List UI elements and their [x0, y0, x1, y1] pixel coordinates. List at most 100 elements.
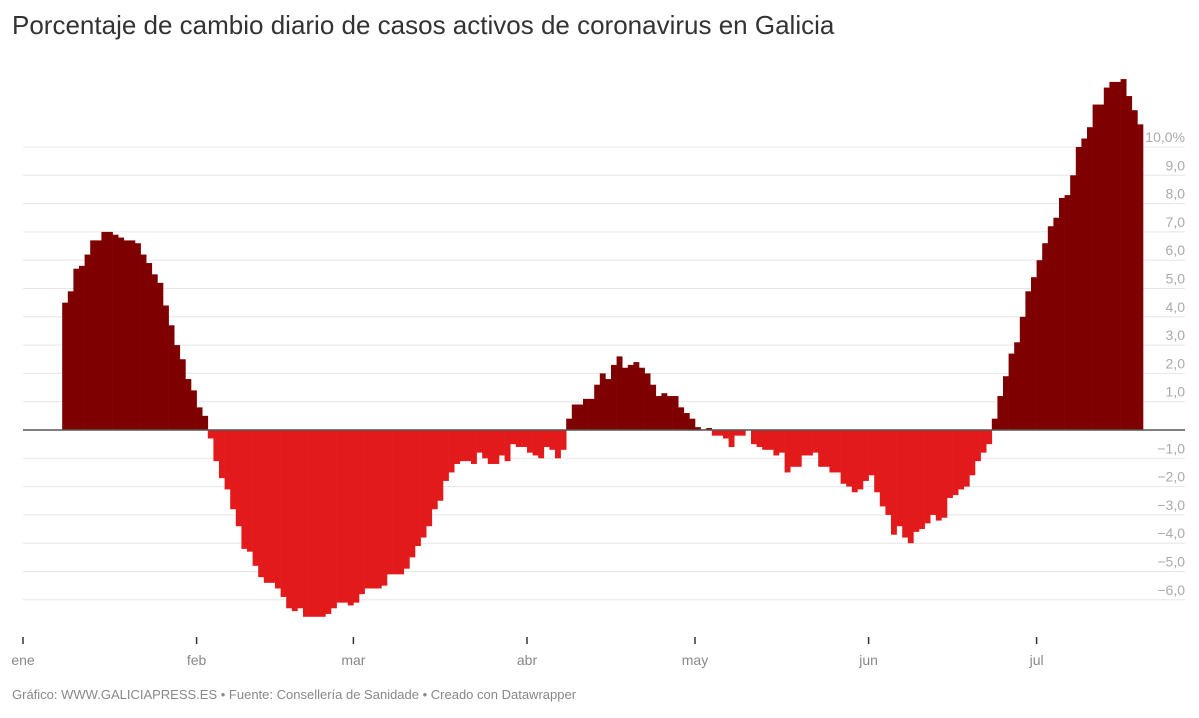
y-tick-label: −5,0: [1157, 554, 1185, 570]
bar: [482, 430, 489, 459]
bar: [247, 430, 253, 552]
y-tick-label: −1,0: [1157, 440, 1185, 456]
bar: [1053, 217, 1060, 430]
chart-footer: Gráfico: WWW.GALICIAPRESS.ES • Fuente: C…: [12, 687, 577, 702]
bar: [101, 231, 108, 430]
bar: [773, 430, 780, 456]
y-tick-label: 1,0: [1166, 384, 1186, 400]
y-tick-label: −2,0: [1157, 469, 1185, 485]
bar: [336, 430, 343, 603]
bar: [851, 430, 858, 493]
x-tick-label: jul: [1029, 652, 1044, 668]
bar: [639, 367, 645, 430]
bar: [633, 362, 640, 430]
bar: [319, 430, 326, 617]
bar: [280, 430, 287, 597]
bar: [420, 430, 427, 538]
x-tick-label: mar: [341, 652, 365, 668]
bar: [829, 430, 836, 473]
bar: [835, 430, 841, 473]
bar: [342, 430, 349, 603]
bar: [135, 243, 141, 430]
bar: [515, 430, 522, 447]
bar: [191, 390, 197, 430]
bar: [202, 415, 209, 430]
bar: [107, 231, 113, 430]
bar: [454, 430, 461, 464]
bar: [997, 396, 1004, 430]
bar: [1131, 110, 1138, 431]
y-tick-label: 5,0: [1166, 271, 1186, 287]
bar: [471, 430, 477, 464]
bar: [947, 430, 953, 498]
bar: [1137, 124, 1144, 431]
bar: [588, 398, 595, 430]
bar: [465, 430, 472, 462]
bar: [387, 430, 393, 575]
chart-title: Porcentaje de cambio diario de casos act…: [12, 10, 835, 40]
bar: [1120, 79, 1127, 430]
bar: [756, 430, 763, 447]
bar: [963, 430, 970, 487]
y-tick-label: −3,0: [1157, 497, 1185, 513]
y-axis: 10,0% 9,0 8,0 7,0 6,0 5,0 4,0 3,0 2,0 1,0 −1,0 −2,0…: [1145, 129, 1185, 598]
y-tick-label: 4,0: [1166, 299, 1186, 315]
x-tick-label: jun: [858, 652, 878, 668]
bar: [823, 430, 830, 467]
bar: [73, 268, 80, 430]
bar: [555, 430, 561, 459]
bar: [185, 379, 192, 430]
bar: [146, 263, 153, 430]
bar: [1003, 376, 1009, 430]
bar: [1109, 81, 1116, 430]
bar: [375, 430, 382, 589]
bar: [252, 430, 259, 566]
bar: [1031, 277, 1037, 430]
bar: [919, 430, 925, 530]
bar: [795, 430, 802, 467]
bar: [655, 396, 662, 430]
bar: [286, 430, 293, 609]
bar: [521, 430, 528, 447]
bar: [958, 430, 965, 490]
bar: [1098, 104, 1105, 431]
bar: [650, 384, 657, 430]
bar: [241, 430, 248, 549]
bar: [734, 430, 741, 436]
bar: [980, 430, 987, 453]
bar: [1042, 243, 1049, 430]
bar: [112, 234, 119, 430]
bar: [599, 373, 606, 430]
bar: [1025, 291, 1032, 430]
bar: [448, 430, 455, 473]
bar: [1019, 316, 1026, 430]
bar: [874, 430, 881, 493]
bar: [1014, 342, 1021, 430]
bar: [605, 379, 612, 430]
bar: [952, 430, 959, 496]
bar: [868, 430, 875, 476]
bar: [717, 430, 724, 436]
bar: [95, 240, 102, 430]
bar: [689, 418, 696, 430]
bar: [986, 430, 993, 445]
bar: [487, 430, 494, 464]
bar: [991, 418, 998, 430]
bar: [129, 240, 136, 430]
bar: [885, 430, 892, 515]
bar: [1081, 138, 1088, 430]
bar: [767, 430, 774, 450]
y-tick-label: 3,0: [1166, 327, 1186, 343]
bar: [123, 240, 130, 430]
bar: [364, 430, 371, 589]
bar: [157, 282, 164, 430]
bar: [896, 430, 903, 527]
bar: [179, 359, 186, 430]
bar: [678, 407, 685, 430]
x-axis: ene feb mar abr may jun jul: [11, 637, 1044, 668]
bar: [611, 364, 617, 430]
y-tick-label: 10,0%: [1145, 129, 1185, 145]
y-tick-label: −4,0: [1157, 525, 1185, 541]
bar: [1103, 87, 1110, 430]
bar: [314, 430, 321, 617]
